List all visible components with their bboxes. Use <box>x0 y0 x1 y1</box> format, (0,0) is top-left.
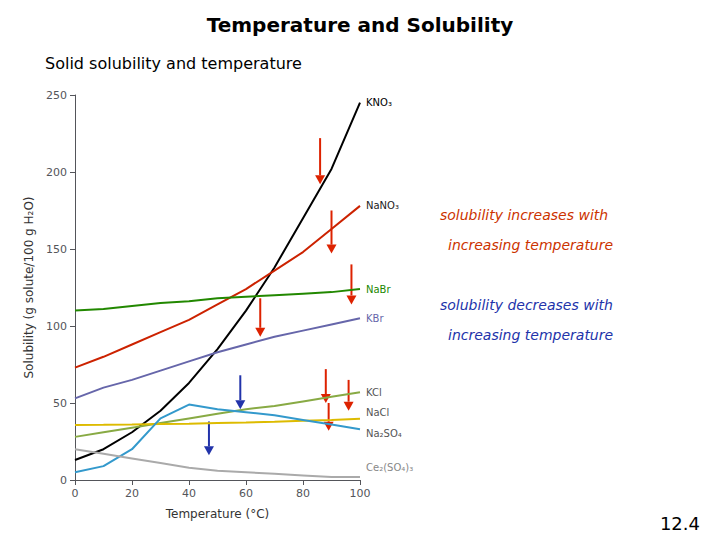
svg-text:20: 20 <box>125 487 139 500</box>
svg-text:50: 50 <box>53 397 67 410</box>
svg-text:250: 250 <box>46 89 67 102</box>
svg-text:Na₂SO₄: Na₂SO₄ <box>366 428 402 439</box>
svg-text:150: 150 <box>46 243 67 256</box>
svg-text:100: 100 <box>350 487 371 500</box>
svg-text:Solubility (g solute/100 g H₂O: Solubility (g solute/100 g H₂O) <box>22 196 36 378</box>
svg-text:0: 0 <box>72 487 79 500</box>
svg-text:60: 60 <box>239 487 253 500</box>
svg-text:solubility increases with: solubility increases with <box>440 207 608 223</box>
svg-text:Solid solubility and temperatu: Solid solubility and temperature <box>45 54 302 73</box>
svg-text:NaCl: NaCl <box>366 407 389 418</box>
svg-text:Temperature and Solubility: Temperature and Solubility <box>207 13 514 37</box>
svg-text:NaNO₃: NaNO₃ <box>366 200 399 211</box>
svg-text:0: 0 <box>60 474 67 487</box>
svg-text:Ce₂(SO₄)₃: Ce₂(SO₄)₃ <box>366 462 413 473</box>
svg-text:KNO₃: KNO₃ <box>366 97 392 108</box>
svg-text:100: 100 <box>46 320 67 333</box>
svg-text:12.4: 12.4 <box>660 513 700 534</box>
svg-text:40: 40 <box>182 487 196 500</box>
svg-text:KBr: KBr <box>366 313 384 324</box>
svg-text:NaBr: NaBr <box>366 284 391 295</box>
svg-text:80: 80 <box>296 487 310 500</box>
svg-text:200: 200 <box>46 166 67 179</box>
svg-text:solubility decreases with: solubility decreases with <box>440 297 613 313</box>
svg-text:Temperature (°C): Temperature (°C) <box>165 507 270 521</box>
svg-text:increasing temperature: increasing temperature <box>448 327 613 343</box>
svg-text:increasing temperature: increasing temperature <box>448 237 613 253</box>
svg-text:KCl: KCl <box>366 387 382 398</box>
